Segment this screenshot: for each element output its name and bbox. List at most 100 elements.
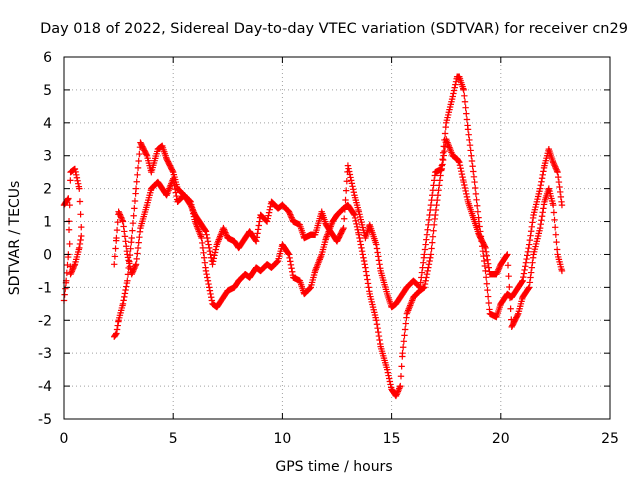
data-point-a [206, 284, 213, 291]
data-point-a [121, 293, 128, 301]
data-point-a [205, 280, 212, 288]
data-point-a [393, 391, 400, 398]
data-point-b [529, 259, 536, 266]
data-point-a [286, 254, 293, 262]
data-point-a [429, 239, 436, 246]
data-point-a [289, 268, 296, 275]
data-point-b [539, 209, 546, 216]
data-point-b [252, 238, 260, 245]
data-point-b [220, 224, 227, 232]
data-point-b [429, 187, 437, 194]
data-point-b [425, 221, 432, 229]
data-point-b [78, 232, 85, 240]
data-point-a [353, 220, 360, 228]
data-point-b [375, 257, 383, 264]
data-point-a [385, 375, 393, 382]
data-point-a [482, 274, 490, 281]
data-point-b [505, 272, 512, 280]
data-point-a [452, 81, 459, 88]
data-point-a [558, 201, 566, 209]
data-point-a [400, 338, 408, 345]
data-point-a [386, 378, 394, 385]
data-point-b [514, 311, 521, 319]
data-point-b [424, 226, 431, 233]
data-point-a [483, 280, 491, 287]
data-point-b [207, 251, 214, 258]
data-point-b [204, 234, 211, 242]
data-point-b [342, 187, 350, 194]
data-point-a [114, 322, 121, 329]
data-point-a [363, 272, 370, 279]
data-point-b [482, 244, 489, 252]
data-point-a [208, 294, 215, 301]
data-point-b [493, 271, 500, 278]
data-point-a [134, 164, 142, 172]
data-point-a [437, 172, 444, 179]
data-point-a [392, 392, 400, 400]
data-point-b [483, 252, 491, 259]
data-point-b [120, 223, 127, 230]
data-point-a [206, 287, 214, 294]
data-point-a [356, 234, 363, 242]
data-point-a [61, 291, 68, 298]
data-point-a [200, 249, 207, 257]
data-point-a [550, 160, 558, 167]
plot-frame [63, 56, 611, 420]
data-point-a [519, 277, 526, 284]
data-point-b [484, 260, 492, 267]
x-tick-label: 15 [383, 431, 401, 447]
data-point-b [347, 174, 354, 181]
data-point-b [348, 180, 356, 187]
data-point-b [341, 215, 348, 222]
data-point-b [425, 216, 433, 224]
data-points [60, 73, 566, 400]
data-point-a [473, 196, 480, 204]
data-point-a [484, 286, 491, 294]
y-tick-label: -2 [38, 313, 52, 329]
data-point-b [211, 249, 219, 256]
data-point-a [375, 332, 383, 340]
data-point-b [463, 190, 470, 198]
data-point-a [362, 264, 369, 271]
data-point-a [66, 201, 73, 209]
data-point-b [119, 218, 127, 225]
data-point-a [351, 214, 359, 222]
data-point-a [169, 167, 176, 175]
data-point-a [394, 388, 402, 395]
data-point-a [136, 150, 143, 158]
data-point-b [188, 204, 196, 212]
data-point-b [204, 238, 212, 245]
data-point-a [204, 277, 212, 284]
data-point-b [455, 157, 462, 165]
data-point-b [428, 196, 435, 204]
data-point-b [345, 165, 352, 172]
data-point-a [479, 247, 487, 255]
data-point-a [551, 163, 559, 170]
data-point-b [170, 179, 178, 186]
data-point-b [374, 249, 381, 256]
data-point-a [143, 151, 150, 158]
data-point-a [202, 267, 210, 275]
y-tick-label: 6 [43, 50, 52, 66]
data-point-a [74, 180, 82, 187]
data-point-b [339, 226, 347, 233]
data-point-b [419, 264, 426, 271]
data-point-b [125, 257, 132, 264]
data-point-a [385, 372, 392, 379]
data-point-b [552, 231, 560, 238]
data-point-b [506, 283, 513, 291]
data-point-b [429, 192, 436, 199]
data-point-a [361, 261, 368, 268]
data-point-b [438, 165, 446, 173]
data-point-a [432, 211, 439, 219]
data-point-b [111, 253, 119, 260]
data-point-a [76, 198, 84, 205]
data-point-a [474, 202, 481, 209]
data-point-b [287, 211, 294, 218]
data-point-b [422, 241, 429, 248]
data-point-a [198, 234, 205, 242]
data-point-a [401, 332, 408, 339]
data-point-b [484, 256, 491, 263]
data-point-a [422, 277, 429, 284]
